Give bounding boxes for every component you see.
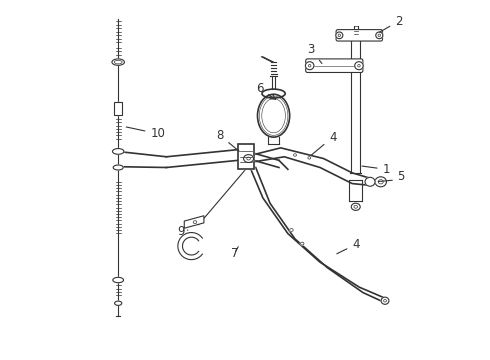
Text: 1: 1 [362,163,390,176]
Ellipse shape [351,203,360,210]
Ellipse shape [244,155,253,162]
Text: 4: 4 [337,238,360,254]
Ellipse shape [258,94,290,137]
Ellipse shape [376,32,383,39]
Text: 10: 10 [126,127,165,140]
Ellipse shape [300,242,304,245]
Ellipse shape [112,59,124,65]
Ellipse shape [308,157,311,159]
Polygon shape [184,216,204,228]
Text: 6: 6 [256,82,275,99]
Text: 4: 4 [312,131,337,155]
Ellipse shape [290,229,293,231]
Bar [238,144,254,169]
FancyBboxPatch shape [336,30,383,41]
Text: 5: 5 [397,170,404,183]
Ellipse shape [193,221,197,224]
Ellipse shape [113,277,123,283]
Bar [238,144,254,169]
Polygon shape [178,233,202,260]
Bar [114,102,122,115]
Text: 7: 7 [231,247,238,260]
Text: 2: 2 [380,15,402,32]
Ellipse shape [305,62,314,70]
Ellipse shape [113,149,124,154]
Ellipse shape [113,165,123,170]
Ellipse shape [294,154,296,156]
Bar [114,102,122,115]
Ellipse shape [355,62,363,70]
Ellipse shape [375,177,387,187]
Text: 3: 3 [308,43,322,63]
FancyBboxPatch shape [306,59,363,72]
Text: 8: 8 [217,129,239,152]
Text: 9: 9 [177,225,188,238]
Ellipse shape [115,301,122,305]
Ellipse shape [381,297,389,304]
Ellipse shape [336,32,343,39]
Ellipse shape [262,89,285,98]
Ellipse shape [365,177,375,186]
